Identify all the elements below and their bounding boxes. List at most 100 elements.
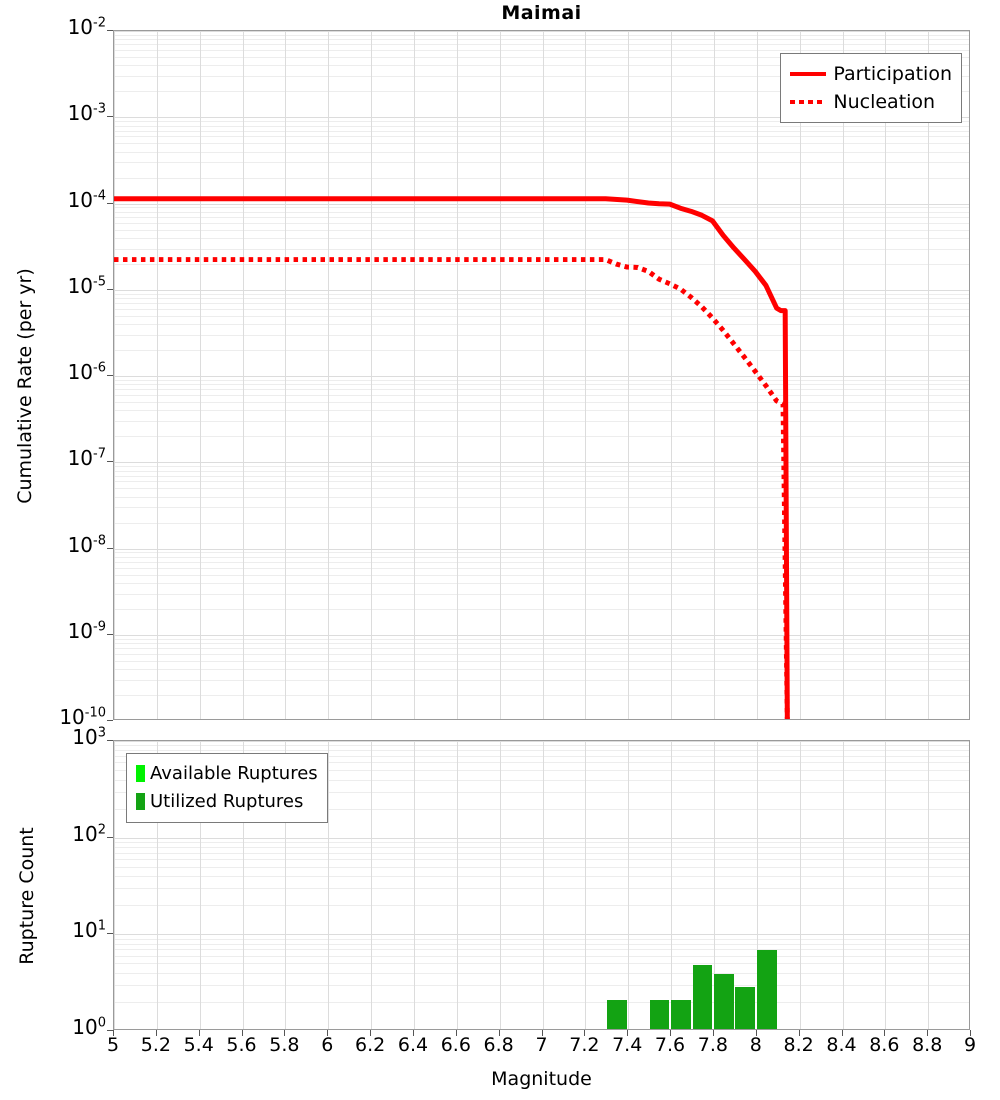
top-plot-grid — [114, 31, 969, 719]
xtick: 7.2 — [569, 1034, 600, 1056]
mfd-curves — [114, 196, 790, 719]
bar — [606, 896, 627, 1029]
tick-mark — [970, 1030, 971, 1036]
tick-mark — [155, 1030, 157, 1036]
tick-mark — [107, 461, 113, 463]
xtick: 6.6 — [440, 1034, 471, 1056]
tick-mark — [584, 1030, 586, 1036]
xtick: 5.2 — [140, 1034, 171, 1056]
bar — [649, 832, 670, 1029]
xtick: 6.2 — [354, 1034, 386, 1056]
bar — [713, 779, 734, 1029]
bar — [585, 944, 605, 1029]
bar-utilized — [735, 987, 756, 1029]
tick-mark — [107, 202, 113, 204]
xtick: 5 — [106, 1034, 120, 1056]
bar-utilized — [606, 999, 627, 1029]
tick-mark — [627, 1030, 629, 1036]
tick-mark — [370, 1030, 372, 1036]
figure-title: Maimai — [501, 2, 582, 24]
top-plot-legend: Participation Nucleation — [780, 53, 962, 123]
legend-item-utilized-ruptures: Utilized Ruptures — [136, 788, 318, 815]
cumulative-rate-plot: Participation Nucleation — [113, 30, 970, 720]
xtick: 8 — [749, 1034, 762, 1056]
tick-mark — [712, 1030, 714, 1036]
tick-mark — [884, 1030, 886, 1036]
bar — [628, 867, 648, 1029]
xaxis-label: Magnitude — [491, 1068, 592, 1090]
xtick: 8.8 — [912, 1034, 943, 1056]
legend-item-nucleation: Nucleation — [790, 88, 952, 115]
tick-mark — [498, 1030, 500, 1036]
tick-mark — [198, 1030, 200, 1036]
tick-mark — [413, 1030, 414, 1036]
tick-mark — [107, 30, 113, 31]
xtick: 6.8 — [483, 1034, 514, 1056]
bar-utilized — [756, 950, 777, 1029]
xtick: 7.8 — [697, 1034, 728, 1056]
tick-mark — [113, 1030, 114, 1036]
tick-mark — [455, 1030, 457, 1036]
tick-mark — [284, 1030, 286, 1036]
tick-mark — [107, 633, 113, 635]
ytick-top: 10-4 — [67, 187, 106, 212]
ytick-top: 10-3 — [67, 101, 106, 126]
histogram-bars — [114, 741, 969, 1029]
tick-mark — [841, 1030, 843, 1036]
tick-mark — [107, 547, 113, 549]
bar — [692, 790, 713, 1029]
tick-mark — [798, 1030, 800, 1036]
ytick-top: 10-7 — [67, 446, 106, 471]
ytick-bottom: 103 — [72, 725, 106, 749]
legend-label-nucleation: Nucleation — [833, 90, 936, 113]
available-color-icon — [136, 765, 145, 782]
dotted-line-icon — [790, 99, 827, 104]
tick-mark — [107, 116, 113, 118]
xtick: 6 — [321, 1034, 334, 1056]
utilized-color-icon — [136, 793, 145, 810]
legend-label-participation: Participation — [833, 62, 952, 85]
bar — [564, 966, 584, 1029]
bar-utilized — [649, 999, 670, 1029]
ytick-bottom: 100 — [72, 1015, 106, 1039]
xtick: 5.6 — [226, 1034, 257, 1056]
legend-label-available: Available Ruptures — [150, 763, 318, 784]
bar — [671, 810, 691, 1029]
xtick: 5.8 — [269, 1034, 300, 1056]
ytick-top: 10-8 — [67, 532, 106, 557]
tick-mark — [107, 1030, 113, 1031]
xtick: 8.2 — [783, 1034, 814, 1056]
ytick-top: 10-2 — [67, 15, 106, 39]
legend-item-participation: Participation — [790, 60, 952, 87]
ytick-bottom: 101 — [72, 918, 106, 943]
ytick-bottom: 102 — [72, 821, 106, 846]
xtick: 7 — [535, 1034, 548, 1056]
legend-label-utilized: Utilized Ruptures — [150, 791, 304, 812]
tick-mark — [541, 1030, 543, 1036]
rupture-count-plot: Available Ruptures Utilized Ruptures — [113, 740, 970, 1030]
solid-line-icon — [790, 71, 827, 76]
curve-nucleation — [114, 257, 790, 719]
tick-mark — [927, 1030, 929, 1036]
ytick-top: 10-9 — [67, 618, 106, 643]
bottom-plot-grid — [114, 741, 969, 1029]
curve-participation — [114, 196, 790, 719]
ytick-top: 10-10 — [59, 705, 106, 729]
bar — [735, 755, 756, 1029]
bar-utilized — [713, 974, 734, 1029]
ytick-top: 10-5 — [67, 273, 106, 298]
bar-utilized — [671, 999, 691, 1029]
tick-mark — [241, 1030, 243, 1036]
xtick: 7.6 — [654, 1034, 686, 1056]
xtick: 5.4 — [183, 1034, 214, 1056]
tick-mark — [107, 288, 113, 290]
top-panel-ylabel: Cumulative Rate (per yr) — [14, 268, 36, 504]
tick-mark — [107, 375, 113, 376]
tick-mark — [107, 933, 113, 935]
tick-mark — [107, 740, 113, 741]
bar — [756, 745, 777, 1029]
bar-utilized — [692, 964, 713, 1029]
tick-mark — [107, 836, 113, 838]
xtick: 8.6 — [869, 1034, 900, 1056]
